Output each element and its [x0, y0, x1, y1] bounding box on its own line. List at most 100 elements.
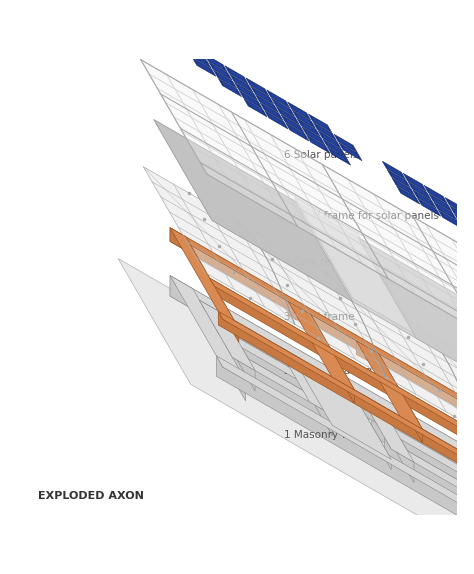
Polygon shape — [200, 300, 299, 378]
Polygon shape — [288, 301, 311, 328]
Polygon shape — [471, 472, 474, 505]
Polygon shape — [294, 197, 416, 335]
Polygon shape — [307, 135, 330, 153]
Polygon shape — [434, 201, 457, 220]
Polygon shape — [472, 402, 474, 425]
Polygon shape — [450, 205, 473, 224]
Polygon shape — [321, 133, 338, 146]
Polygon shape — [234, 82, 258, 100]
Polygon shape — [330, 149, 348, 163]
Polygon shape — [453, 208, 470, 222]
Polygon shape — [337, 137, 355, 150]
Polygon shape — [358, 392, 381, 425]
Polygon shape — [143, 167, 474, 482]
Polygon shape — [413, 189, 436, 208]
Polygon shape — [358, 238, 474, 420]
Polygon shape — [222, 313, 255, 391]
Polygon shape — [186, 44, 203, 57]
Polygon shape — [274, 100, 292, 114]
Polygon shape — [318, 130, 341, 149]
Text: 4 Concrete roof: 4 Concrete roof — [284, 257, 365, 267]
Polygon shape — [292, 110, 316, 129]
Polygon shape — [209, 62, 232, 80]
Polygon shape — [429, 193, 452, 212]
Polygon shape — [342, 145, 359, 158]
Polygon shape — [462, 224, 474, 238]
Polygon shape — [316, 125, 334, 138]
Polygon shape — [465, 446, 474, 480]
Polygon shape — [186, 237, 239, 342]
Polygon shape — [326, 141, 343, 154]
Polygon shape — [295, 113, 313, 126]
Polygon shape — [312, 381, 319, 413]
Polygon shape — [244, 99, 267, 117]
Polygon shape — [448, 200, 465, 213]
Polygon shape — [207, 56, 224, 69]
Polygon shape — [326, 404, 332, 436]
Polygon shape — [300, 121, 318, 134]
Polygon shape — [311, 315, 355, 404]
Polygon shape — [400, 188, 417, 201]
Polygon shape — [200, 300, 222, 333]
Polygon shape — [242, 93, 259, 106]
Polygon shape — [449, 444, 474, 515]
Polygon shape — [219, 311, 474, 503]
Polygon shape — [424, 185, 447, 204]
Polygon shape — [418, 198, 441, 216]
Polygon shape — [219, 311, 474, 509]
Polygon shape — [216, 356, 474, 560]
Polygon shape — [263, 105, 281, 118]
Polygon shape — [382, 161, 406, 180]
Polygon shape — [154, 119, 353, 301]
Polygon shape — [403, 173, 427, 192]
Polygon shape — [313, 122, 337, 141]
Polygon shape — [188, 50, 211, 68]
Polygon shape — [200, 300, 306, 369]
Polygon shape — [305, 129, 322, 142]
Polygon shape — [289, 125, 306, 139]
Polygon shape — [276, 345, 332, 415]
Polygon shape — [288, 102, 311, 120]
Polygon shape — [328, 147, 351, 165]
Polygon shape — [385, 164, 402, 177]
Polygon shape — [299, 368, 358, 412]
Polygon shape — [449, 444, 472, 478]
Polygon shape — [455, 214, 474, 232]
Polygon shape — [387, 169, 410, 188]
Polygon shape — [457, 216, 474, 230]
Text: 5 Steel frame for solar panels: 5 Steel frame for solar panels — [284, 211, 439, 222]
Polygon shape — [385, 438, 474, 516]
Polygon shape — [276, 345, 299, 378]
Polygon shape — [170, 276, 474, 471]
Polygon shape — [358, 392, 414, 462]
Polygon shape — [191, 52, 208, 65]
Text: 3 Steel frame: 3 Steel frame — [284, 312, 355, 321]
Polygon shape — [183, 41, 206, 60]
Polygon shape — [272, 98, 295, 117]
Polygon shape — [213, 70, 237, 88]
Polygon shape — [411, 184, 428, 197]
Polygon shape — [372, 415, 471, 493]
Polygon shape — [339, 142, 362, 161]
Text: 2 Brick surfacing: 2 Brick surfacing — [284, 366, 372, 377]
Polygon shape — [310, 137, 327, 151]
Polygon shape — [254, 88, 271, 102]
Polygon shape — [406, 176, 423, 189]
Polygon shape — [390, 172, 407, 185]
Polygon shape — [266, 90, 290, 108]
Text: 6 Solar panels: 6 Solar panels — [284, 150, 358, 160]
Polygon shape — [284, 117, 301, 130]
Polygon shape — [228, 68, 245, 82]
Polygon shape — [265, 111, 288, 129]
Polygon shape — [221, 81, 238, 94]
Polygon shape — [204, 53, 227, 72]
Polygon shape — [200, 300, 255, 370]
Polygon shape — [258, 96, 275, 110]
Polygon shape — [385, 438, 474, 507]
Polygon shape — [255, 94, 279, 113]
Polygon shape — [309, 114, 332, 132]
Polygon shape — [154, 119, 474, 420]
Polygon shape — [302, 127, 325, 145]
Polygon shape — [358, 392, 465, 461]
Polygon shape — [395, 180, 412, 193]
